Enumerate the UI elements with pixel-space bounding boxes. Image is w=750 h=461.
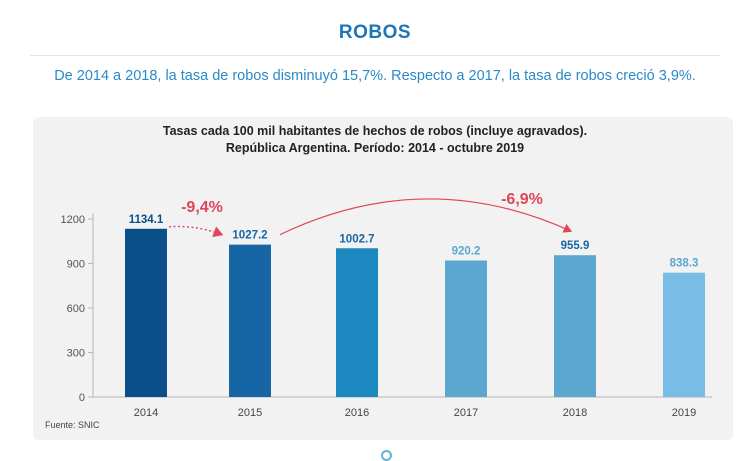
x-tick-label-2014: 2014 [134, 407, 158, 419]
x-tick-label-2017: 2017 [454, 407, 478, 419]
title-divider [30, 55, 720, 56]
value-label-2017: 920.2 [452, 246, 481, 258]
bar-2017 [445, 260, 487, 397]
y-tick-label-600: 600 [67, 303, 85, 315]
page-title: ROBOS [338, 22, 412, 43]
bar-2014 [125, 228, 167, 397]
y-tick-label-300: 300 [67, 348, 85, 360]
arrow-2015-2018 [279, 198, 573, 236]
x-tick-label-2019: 2019 [672, 407, 696, 419]
chart-title-line2: República Argentina. Período: 2014 - oct… [225, 141, 525, 155]
value-label-2015: 1027.2 [232, 230, 267, 242]
y-tick-label-0: 0 [79, 392, 85, 404]
annotation-label-2014-2015: -9,4% [181, 199, 223, 216]
summary-text: De 2014 a 2018, la tasa de robos disminu… [54, 68, 696, 84]
x-tick-label-2016: 2016 [345, 407, 369, 419]
bar-2019 [663, 272, 705, 397]
annotation-label-2015-2018: -6,9% [501, 191, 543, 208]
x-tick-label-2015: 2015 [238, 407, 262, 419]
bar-2016 [336, 248, 378, 397]
chart-title-line1: Tasas cada 100 mil habitantes de hechos … [162, 124, 588, 138]
value-label-2016: 1002.7 [339, 233, 374, 245]
bar-2015 [229, 244, 271, 397]
pager-dot[interactable] [381, 450, 392, 461]
bar-2018 [554, 255, 596, 397]
chart-source: Fuente: SNIC [45, 420, 100, 430]
chart-title: Tasas cada 100 mil habitantes de hechos … [0, 123, 750, 157]
arrow-2014-2015 [168, 225, 224, 237]
value-label-2019: 838.3 [670, 258, 699, 270]
value-label-2018: 955.9 [561, 240, 590, 252]
x-tick-label-2018: 2018 [563, 407, 587, 419]
value-label-2014: 1134.1 [129, 214, 164, 226]
y-tick-label-1200: 1200 [61, 214, 85, 226]
y-tick-label-900: 900 [67, 259, 85, 271]
